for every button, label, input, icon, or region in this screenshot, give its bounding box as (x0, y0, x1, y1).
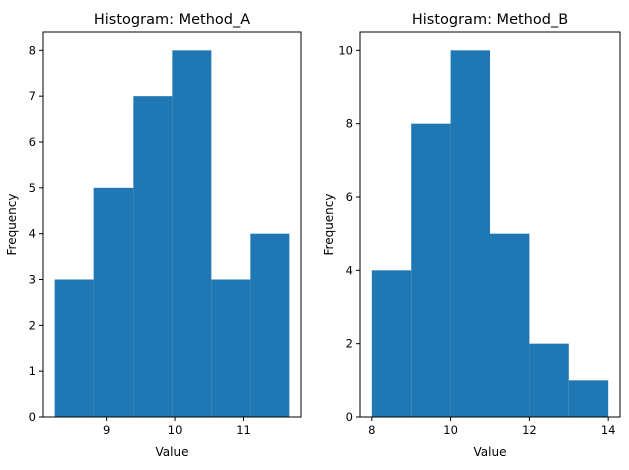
x-axis-label: Value (474, 445, 507, 459)
x-tick-label: 10 (168, 423, 183, 437)
y-tick-label: 8 (346, 117, 353, 131)
y-tick-label: 8 (29, 43, 36, 57)
x-tick-label: 9 (103, 423, 110, 437)
x-tick-label: 12 (522, 423, 537, 437)
histogram-bar-1-3 (133, 96, 173, 418)
y-tick-label: 6 (29, 135, 36, 149)
histogram-bar-2-4 (490, 233, 530, 417)
y-axis-label: Frequency (322, 194, 336, 256)
y-tick-label: 4 (346, 263, 353, 277)
y-tick-label: 7 (29, 89, 36, 103)
histogram-bar-2-5 (529, 343, 569, 417)
plot-frame (42, 31, 302, 418)
histogram-bar-1-5 (211, 279, 251, 417)
y-tick-label: 2 (29, 318, 36, 332)
histogram-bar-2-1 (371, 270, 412, 417)
x-tick-label: 11 (236, 423, 251, 437)
histogram-bar-2-3 (450, 50, 490, 417)
histogram-bar-1-4 (172, 50, 212, 417)
histogram-bar-2-2 (411, 123, 451, 418)
chart-title: Histogram: Method_A (94, 12, 250, 28)
y-tick-label: 3 (29, 273, 36, 287)
y-tick-label: 1 (29, 364, 36, 378)
x-tick-label: 10 (443, 423, 458, 437)
histogram-bar-1-2 (93, 187, 134, 417)
y-tick-label: 4 (29, 227, 36, 241)
y-tick-label: 5 (29, 181, 36, 195)
plot-frame (359, 31, 621, 418)
y-axis-label: Frequency (5, 194, 19, 256)
y-tick-label: 2 (346, 337, 353, 351)
x-tick-label: 8 (368, 423, 375, 437)
histogram-bar-1-1 (54, 279, 94, 417)
y-tick-label: 0 (29, 410, 36, 424)
x-tick-label: 14 (601, 423, 616, 437)
subplot-2: 8 10 12 14 0 2 4 6 8 10 Histogram: Method_B Value Fr… (322, 12, 621, 459)
x-axis-label: Value (156, 445, 189, 459)
y-tick-label: 0 (346, 410, 353, 424)
y-tick-label: 6 (346, 190, 353, 204)
subplot-1: 9 10 11 0 1 2 3 4 5 6 7 8 Histogram: Method_A Value Fr… (5, 12, 302, 459)
histogram-bar-1-6 (250, 233, 290, 417)
y-tick-label: 10 (338, 43, 353, 57)
chart-title: Histogram: Method_B (412, 12, 568, 28)
histogram-bar-2-6 (568, 380, 609, 417)
